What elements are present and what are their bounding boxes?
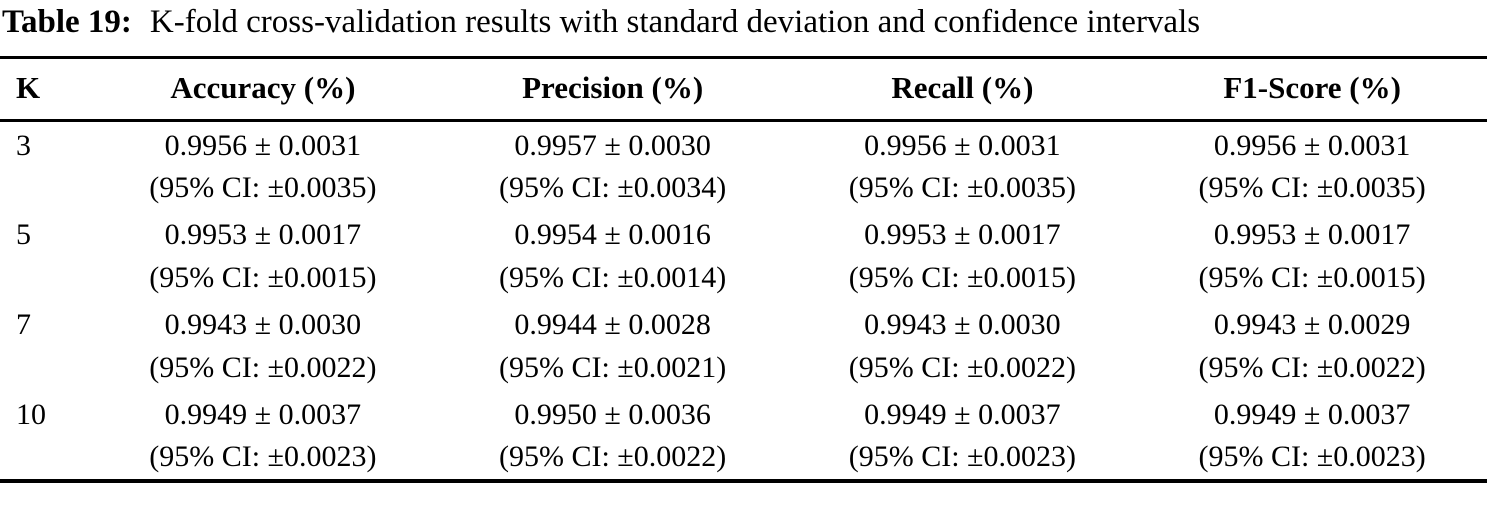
k-value: 7 xyxy=(16,308,31,342)
recall-value: 0.9953 ± 0.0017 xyxy=(864,218,1061,252)
f1score-value: 0.9949 ± 0.0037 xyxy=(1213,398,1411,432)
f1score-value: 0.9953 ± 0.0017 xyxy=(1213,218,1411,252)
column-header-f1score: F1-Score (%) xyxy=(1223,70,1401,106)
precision-ci: (95% CI: ±0.0022) xyxy=(498,440,727,474)
table-body: 3 0.9956 ± 0.0031 0.9957 ± 0.0030 0.9956… xyxy=(0,121,1487,481)
accuracy-ci: (95% CI: ±0.0015) xyxy=(149,261,377,295)
precision-value: 0.9950 ± 0.0036 xyxy=(514,398,711,432)
column-header-k: K xyxy=(16,70,41,106)
header-row: K Accuracy (%) Precision (%) Recall (%) … xyxy=(0,58,1487,121)
table-row-k3-values: 3 0.9956 ± 0.0031 0.9957 ± 0.0030 0.9956… xyxy=(0,121,1487,166)
accuracy-ci: (95% CI: ±0.0035) xyxy=(149,171,377,205)
recall-value: 0.9956 ± 0.0031 xyxy=(864,129,1061,162)
column-header-precision: Precision (%) xyxy=(522,70,704,106)
precision-ci: (95% CI: ±0.0014) xyxy=(498,261,727,295)
table-row-k10-values: 10 0.9949 ± 0.0037 0.9950 ± 0.0036 0.994… xyxy=(0,391,1487,436)
recall-value: 0.9943 ± 0.0030 xyxy=(864,308,1061,342)
f1score-value: 0.9943 ± 0.0029 xyxy=(1213,308,1411,342)
accuracy-ci: (95% CI: ±0.0022) xyxy=(149,351,377,385)
precision-value: 0.9954 ± 0.0016 xyxy=(514,218,711,252)
accuracy-value: 0.9949 ± 0.0037 xyxy=(164,398,362,432)
kfold-results-table: K Accuracy (%) Precision (%) Recall (%) … xyxy=(0,56,1487,483)
f1score-ci: (95% CI: ±0.0023) xyxy=(1198,440,1426,474)
caption-label: Table 19: xyxy=(2,4,132,40)
k-value: 10 xyxy=(16,398,46,432)
table-row-k5-ci: (95% CI: ±0.0015) (95% CI: ±0.0014) (95%… xyxy=(0,256,1487,301)
column-header-recall: Recall (%) xyxy=(891,70,1034,106)
accuracy-value: 0.9956 ± 0.0031 xyxy=(164,129,362,162)
table-caption: Table 19: K-fold cross-validation results… xyxy=(0,0,1487,43)
precision-ci: (95% CI: ±0.0034) xyxy=(498,171,727,205)
precision-value: 0.9944 ± 0.0028 xyxy=(514,308,711,342)
table-row-k10-ci: (95% CI: ±0.0023) (95% CI: ±0.0022) (95%… xyxy=(0,436,1487,481)
f1score-ci: (95% CI: ±0.0015) xyxy=(1198,261,1426,295)
k-value: 5 xyxy=(16,218,31,252)
table-header: K Accuracy (%) Precision (%) Recall (%) … xyxy=(0,58,1487,121)
f1score-value: 0.9956 ± 0.0031 xyxy=(1213,129,1411,162)
precision-ci: (95% CI: ±0.0021) xyxy=(498,351,727,385)
table-row-k7-values: 7 0.9943 ± 0.0030 0.9944 ± 0.0028 0.9943… xyxy=(0,301,1487,346)
recall-ci: (95% CI: ±0.0035) xyxy=(848,171,1077,205)
precision-value: 0.9957 ± 0.0030 xyxy=(514,129,711,162)
k-spacer xyxy=(0,256,88,301)
k-value: 3 xyxy=(16,129,31,162)
accuracy-value: 0.9953 ± 0.0017 xyxy=(164,218,362,252)
k-spacer xyxy=(0,166,88,211)
accuracy-value: 0.9943 ± 0.0030 xyxy=(164,308,362,342)
accuracy-ci: (95% CI: ±0.0023) xyxy=(149,440,377,474)
recall-ci: (95% CI: ±0.0023) xyxy=(848,440,1077,474)
recall-value: 0.9949 ± 0.0037 xyxy=(864,398,1061,432)
table-row-k5-values: 5 0.9953 ± 0.0017 0.9954 ± 0.0016 0.9953… xyxy=(0,211,1487,256)
column-header-accuracy: Accuracy (%) xyxy=(170,70,356,106)
f1score-ci: (95% CI: ±0.0022) xyxy=(1198,351,1426,385)
k-spacer xyxy=(0,346,88,391)
table-row-k7-ci: (95% CI: ±0.0022) (95% CI: ±0.0021) (95%… xyxy=(0,346,1487,391)
recall-ci: (95% CI: ±0.0015) xyxy=(848,261,1077,295)
caption-text: K-fold cross-validation results with sta… xyxy=(149,4,1201,40)
recall-ci: (95% CI: ±0.0022) xyxy=(848,351,1077,385)
f1score-ci: (95% CI: ±0.0035) xyxy=(1198,171,1426,205)
k-spacer xyxy=(0,436,88,481)
table-row-k3-ci: (95% CI: ±0.0035) (95% CI: ±0.0034) (95%… xyxy=(0,166,1487,211)
